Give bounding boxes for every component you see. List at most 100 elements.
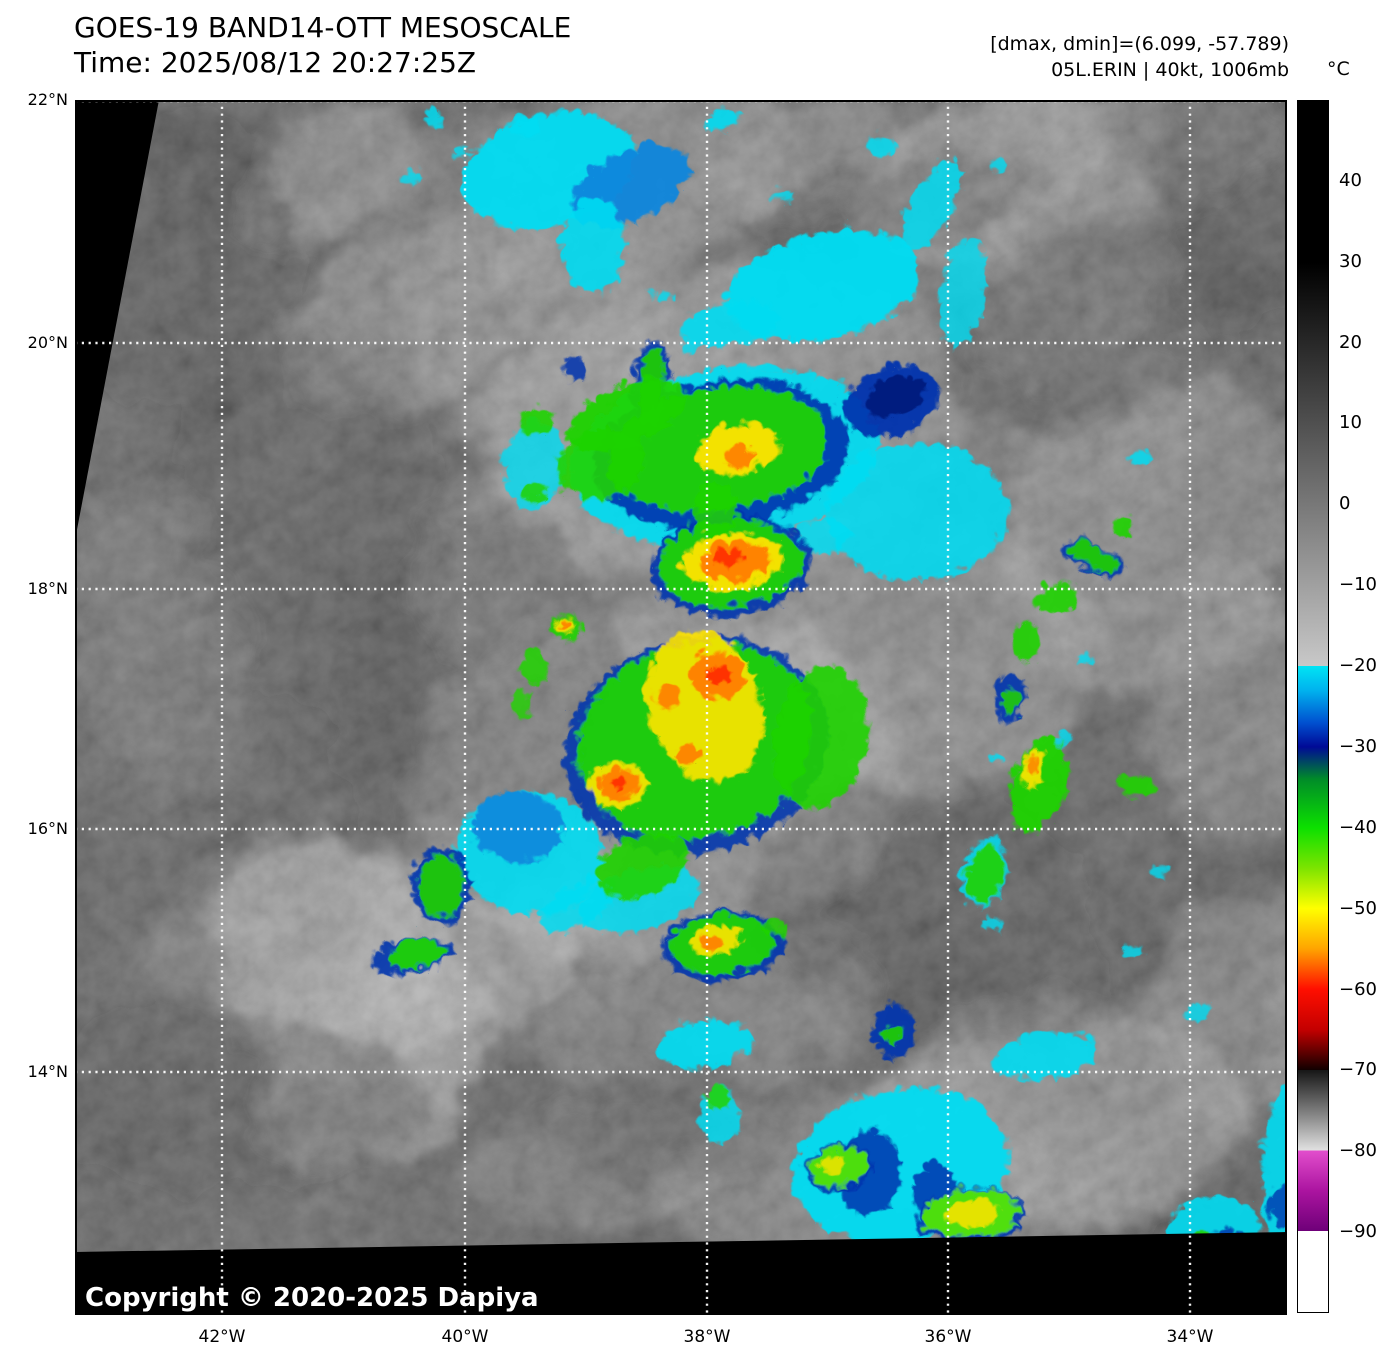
convective-cell xyxy=(420,108,440,122)
convective-cell xyxy=(517,478,543,498)
convective-cell xyxy=(384,935,442,965)
colorbar-tick-label: −20 xyxy=(1339,655,1377,677)
convective-cell xyxy=(514,405,552,431)
convective-cell xyxy=(634,342,660,416)
colorbar-tick-label: −80 xyxy=(1339,1140,1377,1162)
convective-cell xyxy=(770,660,864,804)
convective-cell xyxy=(1181,998,1207,1016)
convective-cell xyxy=(558,194,622,290)
convective-cell xyxy=(1108,512,1132,532)
convective-cell xyxy=(1265,1180,1287,1224)
storm-info: [dmax, dmin]=(6.099, -57.789) 05L.ERIN |… xyxy=(990,31,1289,83)
swath-edge-black xyxy=(75,100,159,540)
convective-cell xyxy=(1149,860,1165,872)
convective-cell xyxy=(703,660,727,680)
convective-cell xyxy=(653,1015,747,1065)
convective-cell xyxy=(771,186,789,198)
convective-cell xyxy=(818,1150,846,1170)
convective-cell xyxy=(702,106,738,126)
convective-cell xyxy=(399,166,415,178)
satellite-map-frame: Copyright © 2020-2025 Dapiya xyxy=(75,100,1287,1315)
convective-cell xyxy=(1117,770,1151,794)
convective-cell xyxy=(821,440,1005,576)
dmax-dmin-readout: [dmax, dmin]=(6.099, -57.789) xyxy=(990,33,1289,55)
lat-tick-label: 16°N xyxy=(27,819,68,838)
convective-cell xyxy=(1052,729,1068,741)
satellite-map: Copyright © 2020-2025 Dapiya xyxy=(75,100,1287,1315)
convective-cell xyxy=(605,771,623,785)
convective-cell xyxy=(1064,538,1114,568)
swath-edge-layer xyxy=(75,100,1287,1315)
colorbar-tick-label: −30 xyxy=(1339,736,1377,758)
convective-cell xyxy=(792,516,848,548)
convection-color-layer xyxy=(365,106,1287,1262)
lat-tick-label: 22°N xyxy=(27,90,68,109)
convective-cell xyxy=(518,643,542,681)
convective-cell xyxy=(500,415,560,505)
convective-cell xyxy=(414,851,460,913)
header: GOES-19 BAND14-OTT MESOSCALE Time: 2025/… xyxy=(74,10,571,80)
colorbar-unit-label: °C xyxy=(1327,58,1350,80)
colorbar-tick-label: 10 xyxy=(1339,412,1362,434)
convective-cell xyxy=(986,750,1000,760)
convective-cell xyxy=(962,840,1000,900)
convective-cell xyxy=(862,371,920,413)
convective-cell xyxy=(675,298,775,342)
convective-cell xyxy=(591,829,683,895)
convective-cell xyxy=(940,1195,994,1223)
lon-tick-label: 38°W xyxy=(683,1327,731,1347)
convective-cell xyxy=(990,1028,1094,1076)
map-border xyxy=(75,100,1287,1315)
lat-tick-label: 14°N xyxy=(27,1062,68,1081)
convective-cell xyxy=(1116,939,1138,955)
colorbar-tick-label: −90 xyxy=(1339,1221,1377,1243)
convective-cell xyxy=(876,1021,898,1039)
colorbar-tick-label: 40 xyxy=(1339,169,1362,191)
lat-tick-label: 20°N xyxy=(27,333,68,352)
page-title: GOES-19 BAND14-OTT MESOSCALE xyxy=(74,11,572,44)
convective-cell xyxy=(896,155,958,249)
colorbar-tick-label: −10 xyxy=(1339,574,1377,596)
convective-cell xyxy=(559,351,581,377)
convective-cell xyxy=(652,683,678,705)
convective-cell xyxy=(651,285,669,299)
convective-cell xyxy=(859,132,891,152)
lon-tick-label: 40°W xyxy=(441,1327,489,1347)
convective-cell xyxy=(448,141,466,153)
lon-tick-label: 42°W xyxy=(198,1327,246,1347)
storm-id-readout: 05L.ERIN | 40kt, 1006mb xyxy=(1051,59,1289,81)
colorbar-tick-label: 20 xyxy=(1339,331,1362,353)
swath-edge-black xyxy=(75,1232,1287,1315)
convective-cell xyxy=(1021,750,1033,770)
convective-cell xyxy=(671,742,697,762)
lat-tick-label: 18°N xyxy=(27,579,68,598)
convective-cell xyxy=(505,112,537,132)
convective-cell xyxy=(983,153,1003,167)
colorbar xyxy=(1297,100,1329,1313)
copyright-text: Copyright © 2020-2025 Dapiya xyxy=(85,1283,539,1313)
timestamp: Time: 2025/08/12 20:27:25Z xyxy=(74,46,477,79)
convective-cell xyxy=(701,1085,725,1103)
colorbar-tick-label: −60 xyxy=(1339,978,1377,1000)
convective-cell xyxy=(551,423,639,497)
colorbar-tick-label: −50 xyxy=(1339,897,1377,919)
convective-cell xyxy=(1009,616,1035,658)
convective-cell xyxy=(1124,444,1146,460)
lon-tick-label: 34°W xyxy=(1166,1327,1214,1347)
colorbar-tick-label: 0 xyxy=(1339,493,1351,515)
colorbar-tick-label: −70 xyxy=(1339,1059,1377,1081)
convective-cell xyxy=(720,441,750,463)
convective-cell xyxy=(507,688,527,716)
convective-cell xyxy=(467,785,559,859)
convective-cell xyxy=(758,915,784,933)
colorbar-tick-label: 30 xyxy=(1339,250,1362,272)
convective-cell xyxy=(555,615,567,625)
lon-tick-label: 36°W xyxy=(924,1327,972,1347)
convective-cell xyxy=(713,547,741,563)
convective-cell xyxy=(976,912,998,928)
convective-cell xyxy=(997,685,1017,711)
convective-cell xyxy=(935,232,983,344)
colorbar-tick-label: −40 xyxy=(1339,816,1377,838)
convective-cell xyxy=(1072,650,1088,662)
